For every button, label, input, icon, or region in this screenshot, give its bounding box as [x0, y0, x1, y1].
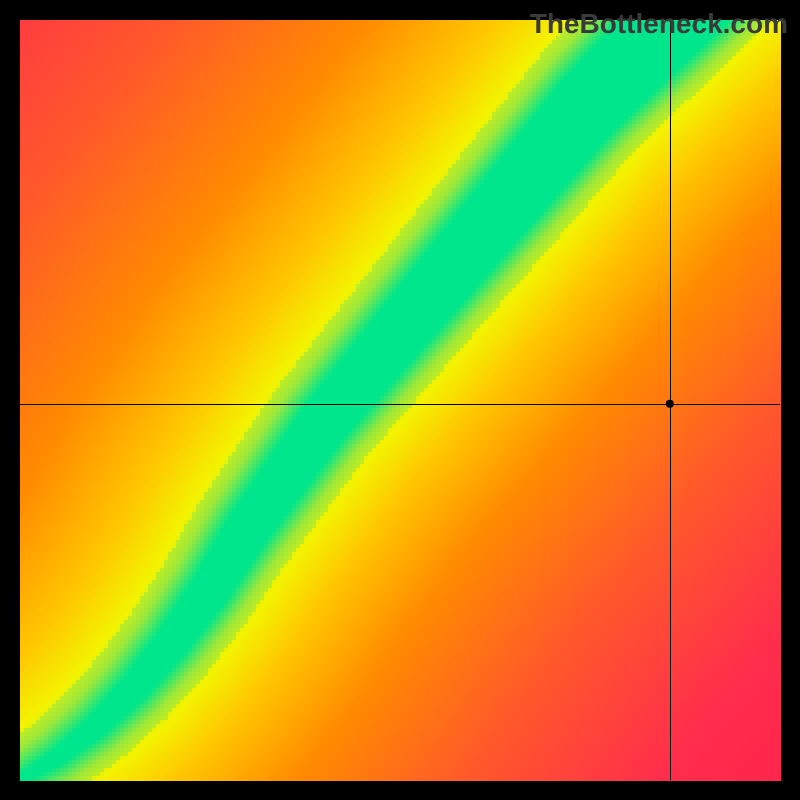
bottleneck-heatmap	[0, 0, 800, 800]
chart-container: TheBottleneck.com	[0, 0, 800, 800]
